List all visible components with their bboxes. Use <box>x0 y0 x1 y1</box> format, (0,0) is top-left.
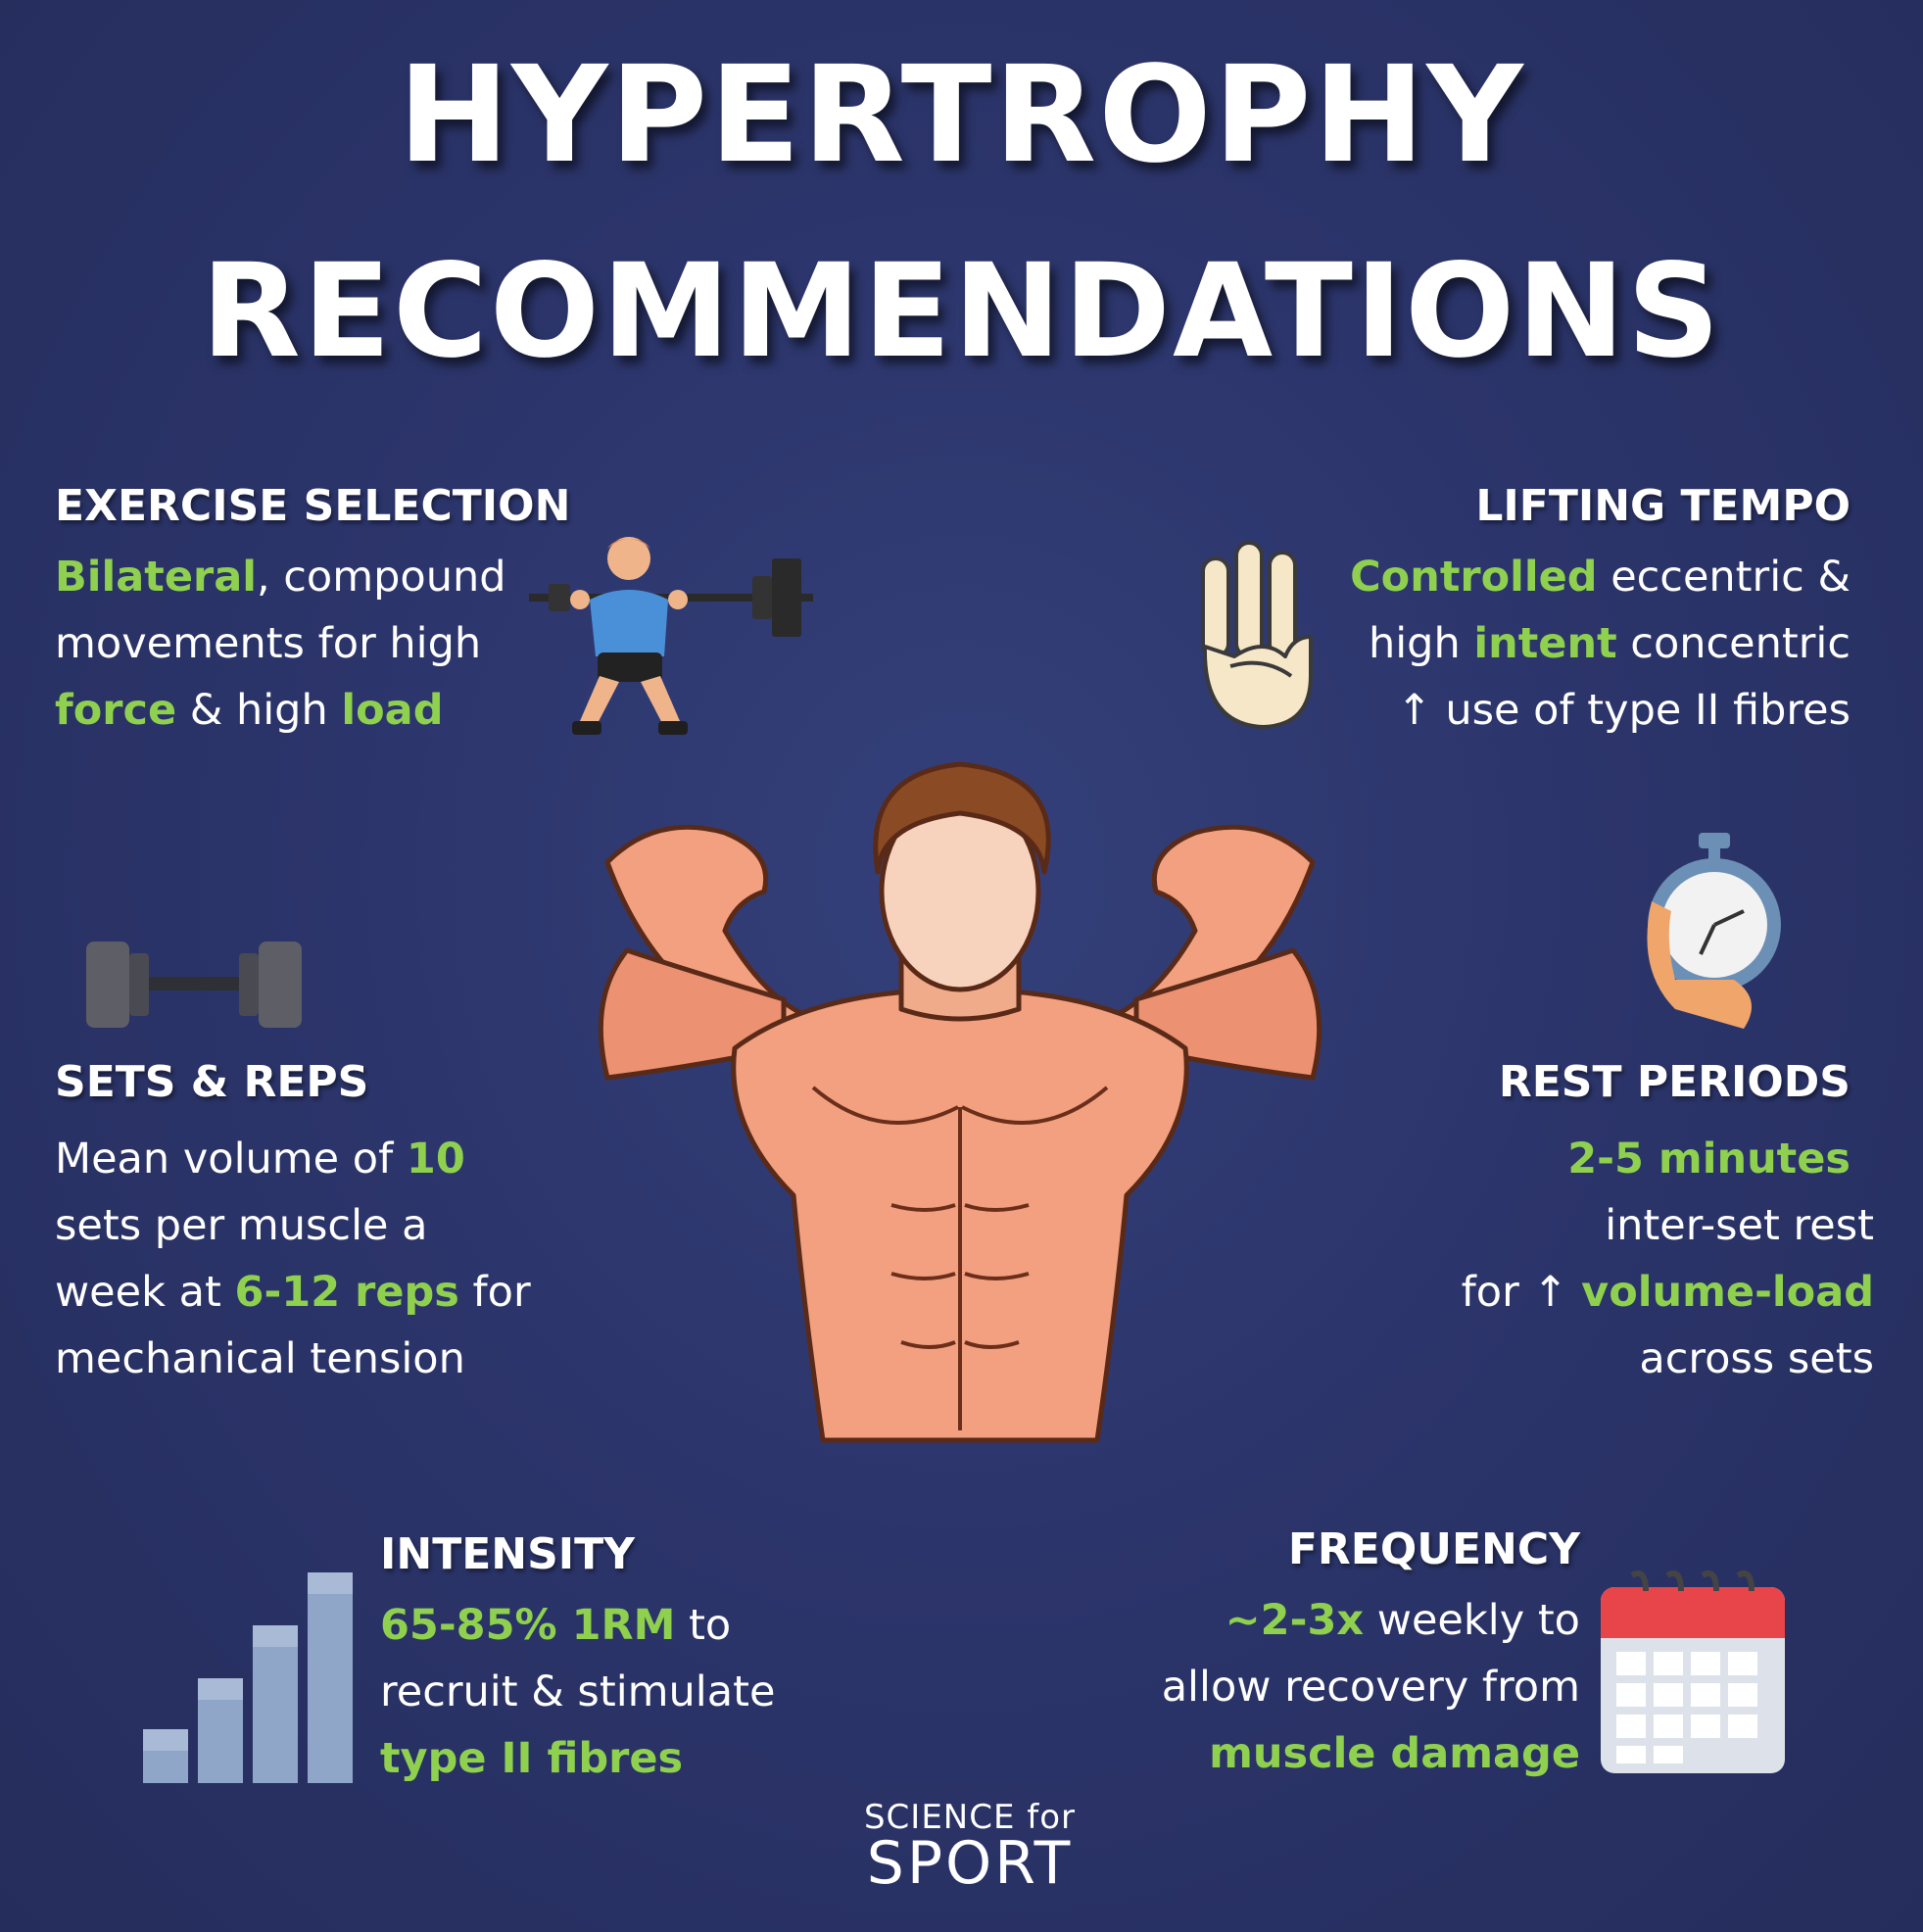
brand-top-text: SCIENCE for <box>863 1798 1077 1837</box>
calendar-icon <box>1601 1570 1785 1773</box>
exercise-selection-title: EXERCISE SELECTION <box>55 481 571 531</box>
sets-reps-line-4: mechanical tension <box>55 1334 465 1383</box>
sets-reps-line-3: week at 6-12 reps for <box>55 1268 531 1317</box>
sets-reps-line-1: Mean volume of 10 <box>55 1135 465 1183</box>
title-line-2: RECOMMENDATIONS <box>201 236 1722 387</box>
intensity-line-3: type II fibres <box>380 1734 684 1783</box>
sets-reps-line-2: sets per muscle a <box>55 1201 428 1250</box>
brand-bottom-text: SPORT <box>866 1829 1074 1898</box>
hand-three-fingers-icon <box>1201 541 1313 729</box>
bar-chart-icon <box>143 1572 353 1783</box>
exercise-selection-line-3: force & high load <box>55 686 444 735</box>
rest-periods-title: REST PERIODS <box>1498 1057 1851 1107</box>
lifting-tempo-line-1: Controlled eccentric & <box>1350 553 1851 602</box>
rest-periods-line-4: across sets <box>1639 1334 1874 1383</box>
intensity-line-1: 65-85% 1RM to <box>380 1601 732 1650</box>
science-for-sport-logo: SCIENCE for SPORT <box>862 1801 1078 1893</box>
dumbbell-icon <box>86 942 302 1028</box>
frequency-title: FREQUENCY <box>1287 1524 1580 1574</box>
lifting-tempo-title: LIFTING TEMPO <box>1475 481 1851 531</box>
flexing-bodybuilder-illustration <box>598 761 1322 1443</box>
rest-periods-line-3: for ↑ volume-load <box>1461 1268 1874 1317</box>
sets-reps-title: SETS & REPS <box>55 1057 369 1107</box>
frequency-line-3: muscle damage <box>1209 1729 1580 1778</box>
title-line-1: HYPERTROPHY <box>398 38 1525 193</box>
exercise-selection-line-2: movements for high <box>55 619 482 668</box>
stopwatch-icon <box>1647 833 1781 1029</box>
exercise-selection-line-1: Bilateral, compound <box>55 553 506 602</box>
intensity-title: INTENSITY <box>380 1529 636 1579</box>
lifting-tempo-line-2: high intent concentric <box>1368 619 1851 668</box>
squat-icon <box>529 537 813 735</box>
frequency-line-2: allow recovery from <box>1161 1663 1580 1712</box>
lifting-tempo-line-3: ↑ use of type II fibres <box>1396 686 1851 735</box>
rest-periods-line-2: inter-set rest <box>1605 1201 1874 1250</box>
intensity-line-2: recruit & stimulate <box>380 1667 776 1716</box>
rest-periods-line-1: 2-5 minutes <box>1567 1135 1851 1183</box>
frequency-line-1: ~2-3x weekly to <box>1225 1596 1580 1645</box>
